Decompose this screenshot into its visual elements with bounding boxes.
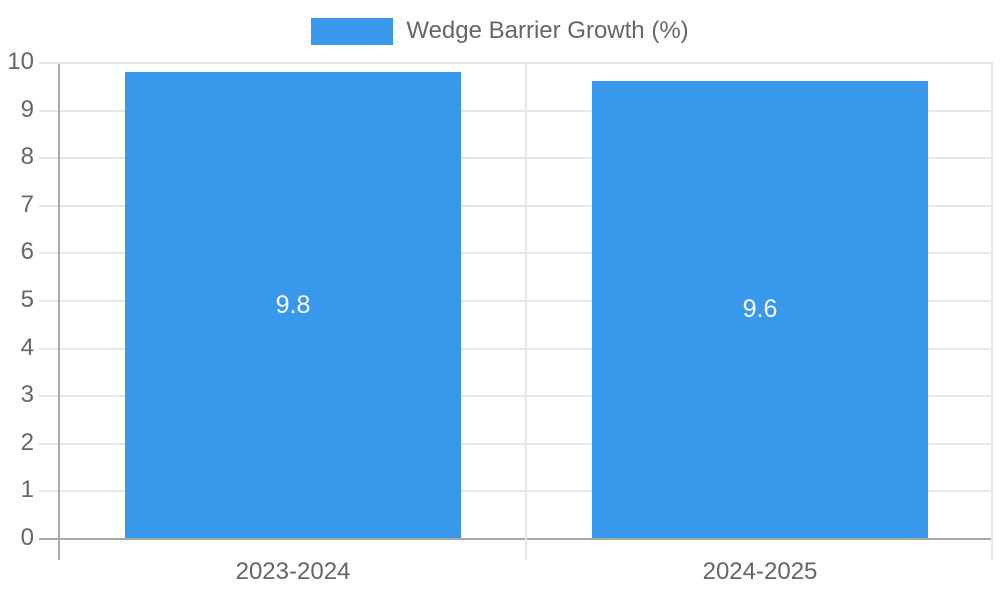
y-gridline-10: [39, 62, 993, 64]
y-tick-label-0: 0: [20, 524, 34, 551]
y-gridline-3: [39, 395, 993, 397]
y-tick-label-9: 9: [20, 96, 34, 123]
y-gridline-6: [39, 252, 993, 254]
y-gridline-4: [39, 348, 993, 350]
y-gridline-8: [39, 157, 993, 159]
y-tick-label-8: 8: [20, 143, 34, 170]
y-tick-label-3: 3: [20, 381, 34, 408]
bar-2024-2025[interactable]: 9.6: [592, 81, 928, 538]
legend-item[interactable]: Wedge Barrier Growth (%): [0, 14, 1000, 48]
legend-label: Wedge Barrier Growth (%): [406, 17, 689, 44]
y-tick-label-7: 7: [20, 191, 34, 218]
y-tick-label-5: 5: [20, 286, 34, 313]
y-tick-label-2: 2: [20, 429, 34, 456]
y-tick-label-4: 4: [20, 334, 34, 361]
y-gridline-7: [39, 205, 993, 207]
y-tick-label-10: 10: [7, 48, 34, 75]
y-gridline-0: [39, 538, 993, 540]
bar-value-label: 9.6: [742, 295, 778, 323]
x-gridline-2: [991, 64, 993, 560]
y-tick-label-1: 1: [20, 476, 34, 503]
bar-2023-2024[interactable]: 9.8: [125, 72, 461, 538]
x-gridline-1: [525, 64, 527, 560]
y-tick-label-6: 6: [20, 238, 34, 265]
y-gridline-1: [39, 490, 993, 492]
bar-value-label: 9.8: [275, 291, 311, 319]
y-gridline-5: [39, 300, 993, 302]
x-gridline-0: [58, 64, 60, 560]
x-tick-label-2023-2024: 2023-2024: [235, 558, 351, 585]
legend-swatch-icon: [311, 17, 394, 45]
y-gridline-9: [39, 110, 993, 112]
y-gridline-2: [39, 443, 993, 445]
x-tick-label-2024-2025: 2024-2025: [702, 558, 818, 585]
